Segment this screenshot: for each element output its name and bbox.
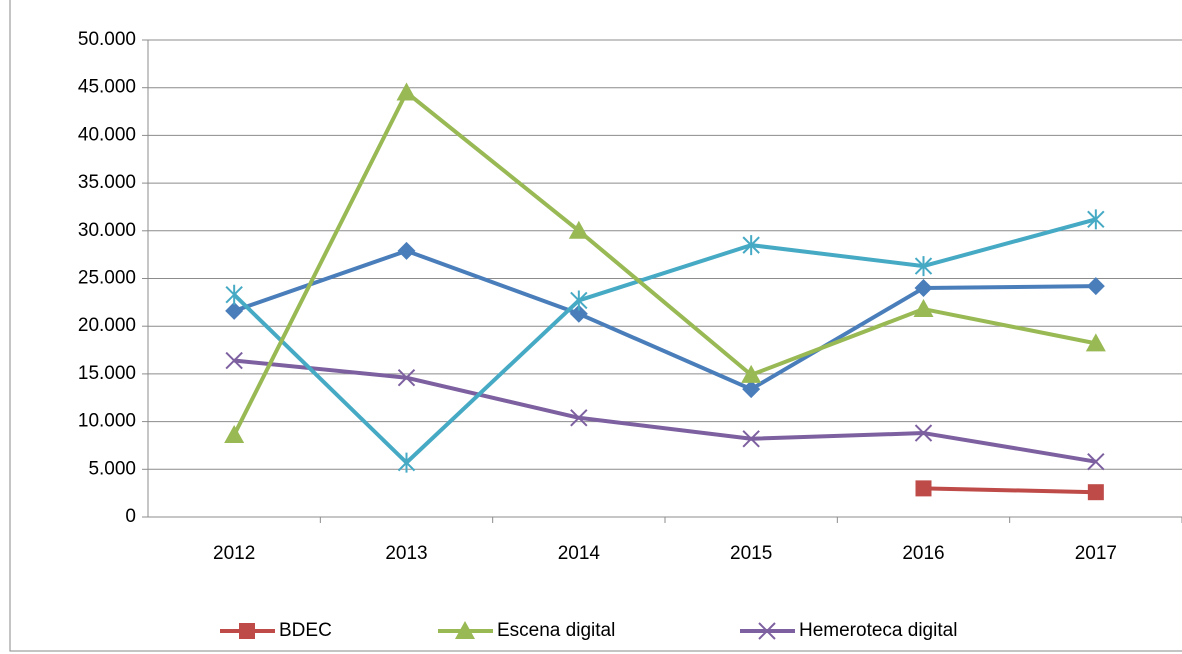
y-tick-label: 30.000 (78, 220, 136, 241)
marker (915, 480, 932, 497)
marker (742, 235, 760, 256)
y-tick-label: 35.000 (78, 172, 136, 193)
x-tick-label: 2016 (902, 543, 944, 564)
legend-label: Escena digital (497, 620, 615, 641)
x-tick-label: 2012 (213, 543, 255, 564)
x-tick-label: 2017 (1075, 543, 1117, 564)
marker (742, 430, 760, 448)
y-tick-label: 40.000 (78, 124, 136, 145)
series-line (233, 248, 1096, 392)
series-line (232, 217, 1097, 465)
marker (396, 82, 417, 101)
marker (455, 621, 475, 639)
marker (225, 301, 244, 320)
y-tick-label: 15.000 (78, 363, 136, 384)
x-tick-label: 2015 (730, 543, 772, 564)
y-tick-label: 5.000 (88, 458, 136, 479)
marker (914, 256, 933, 277)
y-tick-label: 45.000 (78, 77, 136, 98)
marker (224, 424, 245, 443)
y-tick-label: 20.000 (78, 315, 136, 336)
marker (1085, 333, 1106, 352)
marker (758, 622, 776, 640)
y-tick-label: 25.000 (78, 268, 136, 289)
marker (239, 623, 255, 639)
marker (914, 279, 933, 298)
y-tick-label: 10.000 (78, 411, 136, 432)
marker (913, 299, 934, 318)
marker (1087, 452, 1105, 471)
y-tick-label: 50.000 (78, 29, 136, 50)
marker (1087, 209, 1105, 230)
chart-frame (9, 0, 1182, 652)
series-line (233, 358, 1097, 464)
marker (742, 380, 761, 399)
y-tick-label: 0 (125, 506, 136, 527)
series-line (923, 486, 1096, 495)
marker (569, 304, 588, 323)
marker (568, 220, 589, 239)
legend-label: Hemeroteca digital (799, 620, 957, 641)
marker (741, 364, 762, 383)
marker (570, 409, 588, 427)
x-tick-label: 2014 (558, 543, 601, 564)
x-tick-label: 2013 (385, 543, 427, 564)
marker (225, 284, 243, 305)
marker (397, 369, 416, 387)
marker (1087, 484, 1104, 501)
legend-label: BDEC (279, 620, 332, 641)
marker (1086, 277, 1105, 296)
marker (397, 452, 416, 473)
marker (914, 424, 933, 442)
marker (397, 241, 416, 260)
marker (570, 290, 588, 311)
marker (225, 351, 243, 370)
series-line (232, 90, 1097, 436)
